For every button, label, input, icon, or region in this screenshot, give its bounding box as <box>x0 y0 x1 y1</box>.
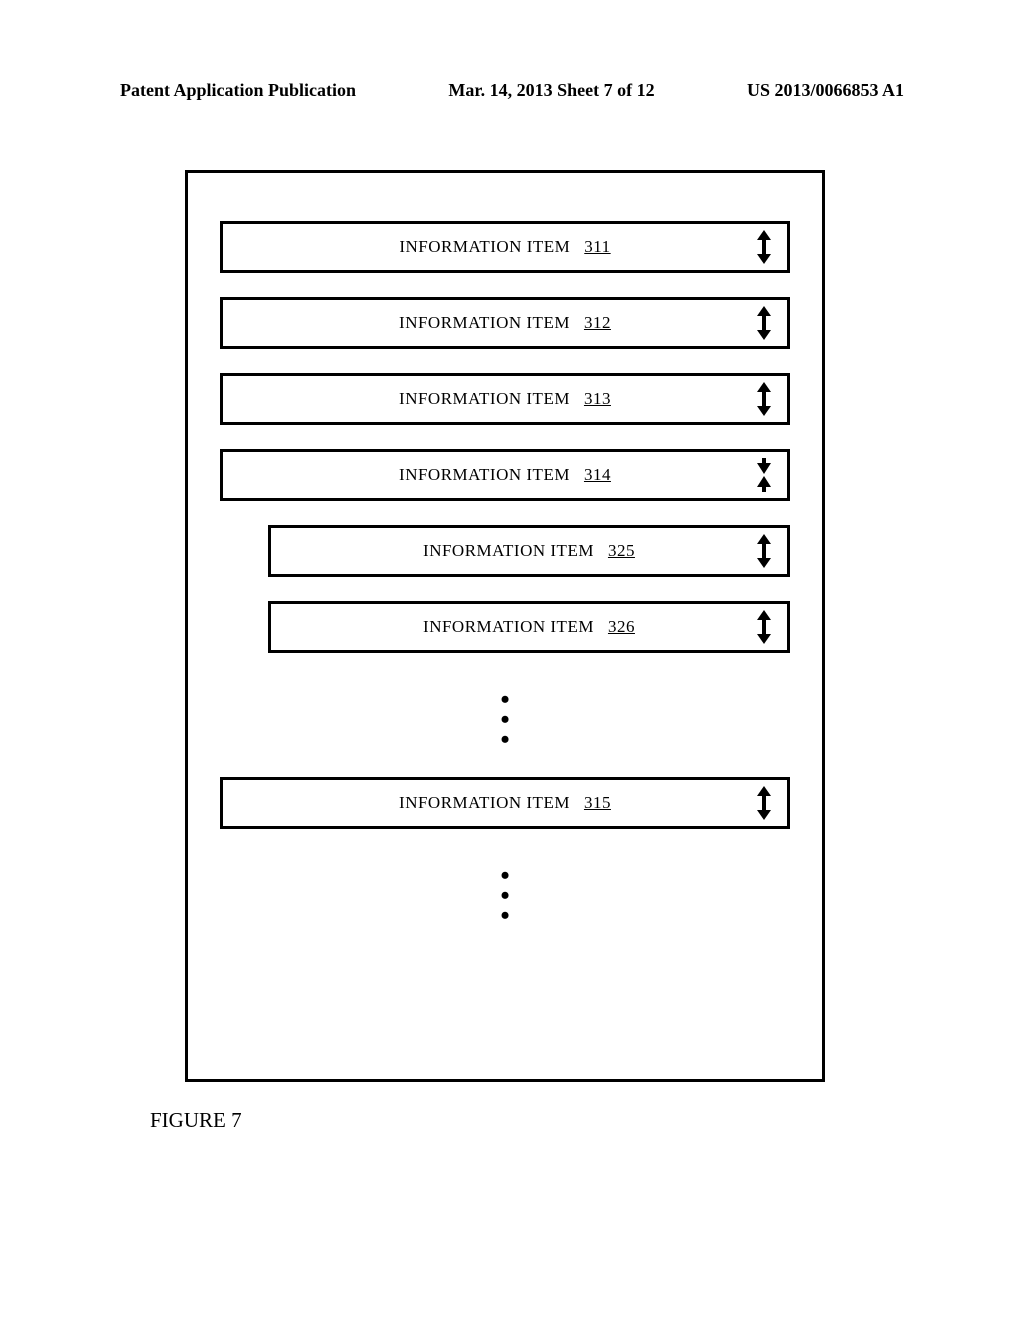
information-item-box: INFORMATION ITEM 312 <box>220 297 790 349</box>
page-header: Patent Application Publication Mar. 14, … <box>120 80 904 101</box>
information-item-box: INFORMATION ITEM 313 <box>220 373 790 425</box>
information-item-label: INFORMATION ITEM 325 <box>423 541 635 561</box>
updown-arrow-icon <box>751 224 777 270</box>
updown-arrow-icon <box>751 780 777 826</box>
information-item-label: INFORMATION ITEM 315 <box>399 793 611 813</box>
item-label-text: INFORMATION ITEM <box>399 465 570 485</box>
collapse-arrows-icon <box>751 452 777 498</box>
information-item-label: INFORMATION ITEM 326 <box>423 617 635 637</box>
figure-caption: FIGURE 7 <box>150 1108 242 1133</box>
item-reference-number: 315 <box>584 793 611 813</box>
updown-arrow-icon <box>751 300 777 346</box>
information-item-label: INFORMATION ITEM 311 <box>399 237 610 257</box>
updown-arrow-icon <box>751 604 777 650</box>
updown-arrow-icon <box>751 528 777 574</box>
item-reference-number: 326 <box>608 617 635 637</box>
header-left: Patent Application Publication <box>120 80 356 101</box>
page: Patent Application Publication Mar. 14, … <box>0 0 1024 1320</box>
information-item-box: INFORMATION ITEM 315 <box>220 777 790 829</box>
information-item-box: INFORMATION ITEM 311 <box>220 221 790 273</box>
header-center: Mar. 14, 2013 Sheet 7 of 12 <box>448 80 654 101</box>
updown-arrow-icon <box>751 376 777 422</box>
information-item-box: INFORMATION ITEM 325 <box>268 525 790 577</box>
item-reference-number: 313 <box>584 389 611 409</box>
vertical-ellipsis: ••• <box>220 853 790 953</box>
item-label-text: INFORMATION ITEM <box>423 617 594 637</box>
information-item-box: INFORMATION ITEM 326 <box>268 601 790 653</box>
diagram-container: INFORMATION ITEM311INFORMATION ITEM312IN… <box>185 170 825 1082</box>
information-item-box: INFORMATION ITEM 314 <box>220 449 790 501</box>
information-item-label: INFORMATION ITEM 313 <box>399 389 611 409</box>
item-label-text: INFORMATION ITEM <box>399 389 570 409</box>
item-label-text: INFORMATION ITEM <box>423 541 594 561</box>
item-reference-number: 325 <box>608 541 635 561</box>
vertical-ellipsis: ••• <box>220 677 790 777</box>
item-label-text: INFORMATION ITEM <box>399 793 570 813</box>
item-label-text: INFORMATION ITEM <box>399 237 570 257</box>
information-item-label: INFORMATION ITEM 314 <box>399 465 611 485</box>
item-reference-number: 312 <box>584 313 611 333</box>
item-reference-number: 311 <box>584 237 610 257</box>
header-right: US 2013/0066853 A1 <box>747 80 904 101</box>
item-reference-number: 314 <box>584 465 611 485</box>
item-label-text: INFORMATION ITEM <box>399 313 570 333</box>
information-item-label: INFORMATION ITEM 312 <box>399 313 611 333</box>
